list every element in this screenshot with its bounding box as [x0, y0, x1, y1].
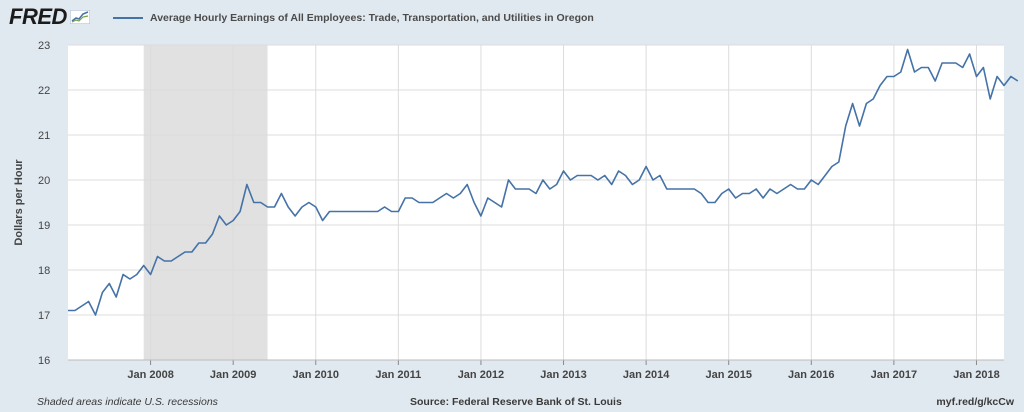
- short-url-link[interactable]: myf.red/g/kcCw: [936, 396, 1014, 408]
- y-tick-label: 17: [38, 310, 50, 322]
- x-tick-label: Jan 2018: [953, 369, 999, 381]
- y-tick-label: 23: [38, 40, 50, 52]
- source-note: Source: Federal Reserve Bank of St. Loui…: [410, 396, 622, 408]
- y-axis-label: Dollars per Hour: [13, 159, 25, 246]
- y-tick-label: 21: [38, 130, 50, 142]
- x-tick-label: Jan 2016: [788, 369, 834, 381]
- y-tick-label: 22: [38, 85, 50, 97]
- legend-line-swatch: [113, 17, 143, 19]
- x-tick-label: Jan 2008: [127, 369, 173, 381]
- legend[interactable]: Average Hourly Earnings of All Employees…: [113, 12, 594, 24]
- chart-header: FRED Average Hourly Earnings of All Empl…: [0, 0, 1024, 36]
- x-tick-label: Jan 2017: [871, 369, 917, 381]
- recession-note: Shaded areas indicate U.S. recessions: [37, 396, 218, 408]
- x-tick-label: Jan 2013: [540, 369, 586, 381]
- y-tick-label: 18: [38, 265, 50, 277]
- series-line: [68, 48, 1019, 316]
- y-tick-label: 16: [38, 355, 50, 367]
- fred-logo[interactable]: FRED: [9, 4, 90, 30]
- x-tick-label: Jan 2011: [375, 369, 421, 381]
- graph-logo-icon: [69, 10, 90, 24]
- x-tick-label: Jan 2015: [705, 369, 751, 381]
- fred-logo-text: FRED: [9, 4, 67, 29]
- legend-series-label: Average Hourly Earnings of All Employees…: [150, 12, 594, 24]
- recession-band: [143, 45, 268, 360]
- y-tick-label: 20: [38, 175, 50, 187]
- x-tick-label: Jan 2012: [458, 369, 504, 381]
- x-tick-label: Jan 2014: [623, 369, 670, 381]
- x-tick-label: Jan 2009: [210, 369, 256, 381]
- y-tick-label: 19: [38, 220, 50, 232]
- x-tick-label: Jan 2010: [293, 369, 339, 381]
